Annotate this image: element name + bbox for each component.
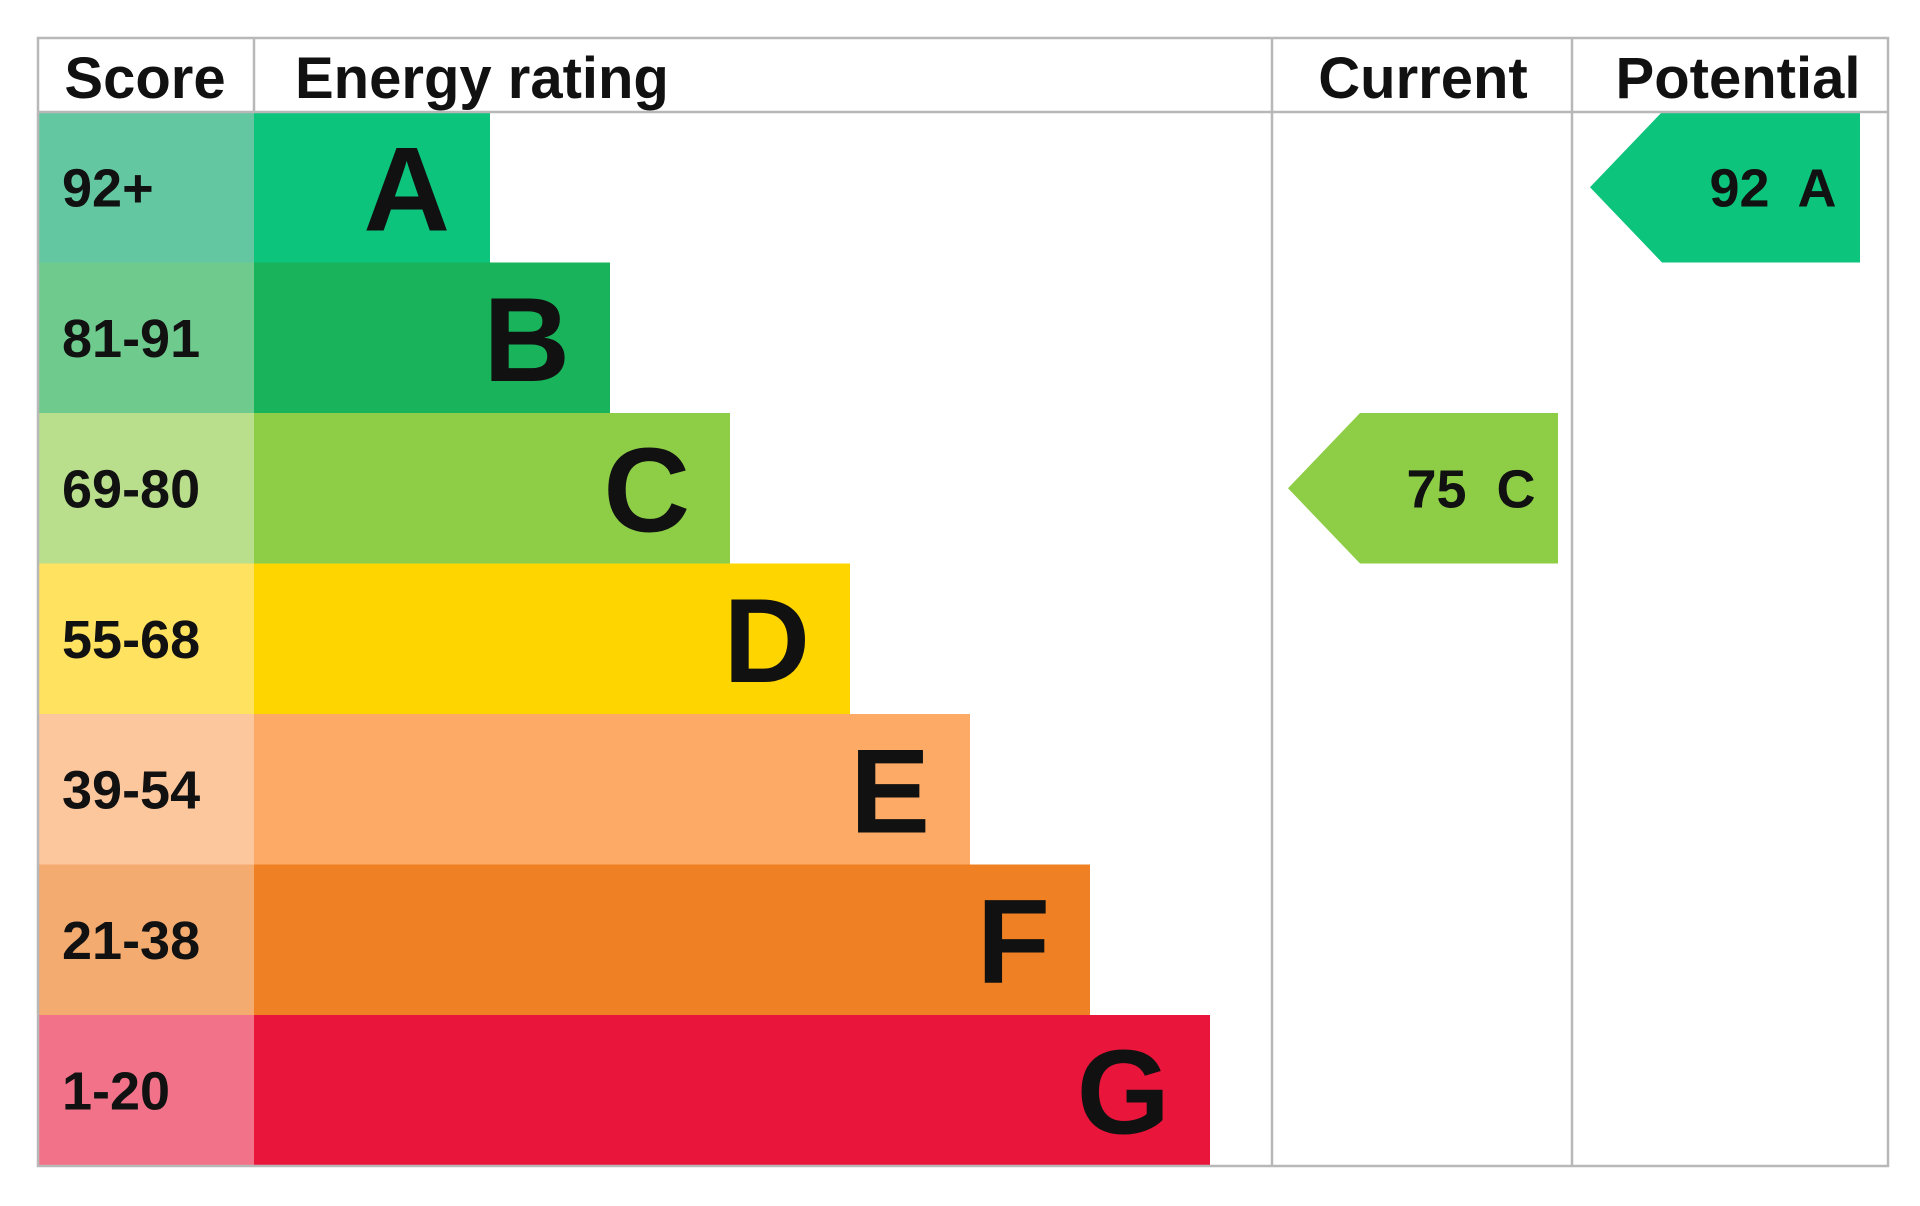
score-cell-g <box>38 1015 254 1166</box>
rating-letter-b: B <box>483 273 570 407</box>
rating-bar-c <box>254 413 730 564</box>
current-rating-flag <box>1288 413 1558 564</box>
rating-flags: 75 C 92 A <box>1288 112 1860 564</box>
rating-letter-f: F <box>977 875 1050 1009</box>
score-label-g: 1-20 <box>62 1061 170 1121</box>
rating-bar-d <box>254 563 850 715</box>
rating-bar-g <box>254 1015 1210 1166</box>
score-cell-e <box>38 714 254 865</box>
score-label-d: 55-68 <box>62 610 200 670</box>
header-energy-rating: Energy rating <box>295 46 669 111</box>
current-rating-flag-label: 75 C <box>1406 459 1535 519</box>
header-score: Score <box>64 46 225 111</box>
rating-letter-g: G <box>1077 1025 1170 1159</box>
score-cell-c <box>38 413 254 564</box>
table-border <box>36 36 1890 1168</box>
score-cell-a <box>38 112 254 263</box>
score-label-b: 81-91 <box>62 309 200 369</box>
score-cell-d <box>38 563 254 715</box>
rating-letter-d: D <box>723 574 810 708</box>
rating-letter-a: A <box>363 122 450 256</box>
rating-bar-e <box>254 714 970 865</box>
score-label-a: 92+ <box>62 158 154 218</box>
rating-letter-c: C <box>603 423 690 557</box>
rating-bar-f <box>254 864 1090 1016</box>
rating-letter-e: E <box>850 724 930 858</box>
score-label-e: 39-54 <box>62 760 200 820</box>
score-label-c: 69-80 <box>62 459 200 519</box>
header-current: Current <box>1318 46 1527 111</box>
rating-bar-b <box>254 262 610 414</box>
potential-rating-flag-label: 92 A <box>1709 158 1836 218</box>
rating-bands: 92+ A 81-91 B 69-80 C 55-68 D 39-54 E 21-38 F 1-20 G <box>38 112 1210 1166</box>
score-cell-f <box>38 864 254 1016</box>
rating-bar-a <box>254 112 490 263</box>
score-label-f: 21-38 <box>62 911 200 971</box>
score-cell-b <box>38 262 254 414</box>
potential-rating-flag <box>1590 112 1860 263</box>
header-potential: Potential <box>1616 46 1861 111</box>
table-grid <box>36 36 1890 1168</box>
